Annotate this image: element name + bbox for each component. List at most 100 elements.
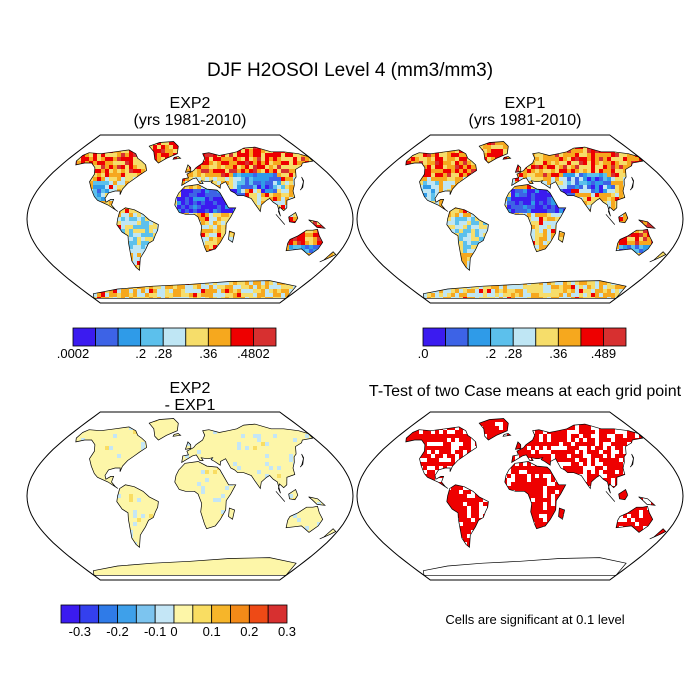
panel-title-exp1: EXP1 (yrs 1981-2010): [355, 95, 695, 129]
coastline: [514, 164, 522, 173]
coastline: [275, 214, 286, 225]
coastline: [228, 507, 236, 520]
colorbar-swatch: [253, 327, 277, 347]
colorbar-tick-label: .28: [504, 346, 523, 361]
colorbar-tick-label: .36: [549, 346, 568, 361]
colorbar-swatch: [490, 327, 514, 347]
panel-title-line1: EXP2: [169, 95, 211, 112]
coastline: [184, 441, 192, 450]
coastline: [228, 230, 236, 243]
colorbar-swatch: [192, 604, 213, 624]
coastline: [649, 251, 667, 263]
colorbar-swatch: [445, 327, 469, 347]
panel-title-exp2: EXP2 (yrs 1981-2010): [25, 95, 355, 129]
colorbar-exp2: [72, 327, 277, 347]
coastline: [92, 557, 297, 576]
coastline: [288, 211, 299, 224]
map-border: [356, 411, 684, 581]
colorbar-swatch: [211, 604, 231, 624]
colorbar-swatch: [207, 327, 232, 347]
colorbar-tick-label: 0.2: [240, 624, 259, 639]
coastline: [638, 496, 656, 506]
coastline: [649, 528, 667, 540]
map-exp1: [356, 134, 684, 304]
colorbar-swatch: [98, 604, 118, 624]
coastline: [174, 461, 237, 530]
coastline: [116, 207, 159, 272]
coastline: [308, 219, 326, 229]
coastline: [288, 488, 299, 501]
colorbar-tick-label: .4802: [237, 346, 270, 361]
colorbar-tick-label: 0.3: [277, 624, 297, 639]
coastline: [618, 211, 629, 224]
coastline: [638, 219, 656, 229]
coastline: [75, 149, 147, 212]
coastline: [558, 230, 566, 243]
colorbar-exp1: [422, 327, 627, 347]
coastline: [605, 491, 616, 502]
panel-title-diff: EXP2 - EXP1: [25, 380, 355, 414]
coastline: [319, 251, 337, 263]
coastline: [629, 176, 634, 191]
colorbar-swatch: [135, 604, 156, 624]
coastline: [405, 426, 477, 489]
coastline: [75, 426, 147, 489]
coastline: [308, 496, 326, 506]
panel-title-ttest: T-Test of two Case means at each grid po…: [368, 383, 682, 400]
coastline: [92, 280, 297, 299]
colorbar-tick-label: 0.1: [202, 624, 221, 639]
coastline: [319, 528, 337, 540]
coastline: [422, 557, 627, 576]
coastline: [605, 214, 616, 225]
map-exp2: [26, 134, 354, 304]
colorbar-tick-label: .28: [154, 346, 173, 361]
map-border: [356, 134, 684, 304]
coastline: [615, 505, 654, 533]
coastline: [504, 184, 567, 253]
panel-title-line2: (yrs 1981-2010): [468, 112, 582, 129]
colorbar-tick-label: .489: [590, 346, 617, 361]
colorbar-swatch: [535, 327, 559, 347]
coastline: [148, 418, 179, 441]
panel-title-line2: (yrs 1981-2010): [133, 112, 247, 129]
coastline: [285, 228, 324, 256]
coastline: [184, 164, 192, 173]
coastline: [446, 207, 489, 272]
colorbar-swatch: [230, 327, 254, 347]
coastline: [502, 156, 512, 160]
coastline: [511, 146, 644, 217]
colorbar-swatch: [580, 327, 604, 347]
colorbar-swatch: [248, 604, 269, 624]
coastline: [299, 453, 304, 468]
coastline: [299, 176, 304, 191]
colorbar-swatch: [603, 327, 627, 347]
map-border: [26, 411, 354, 581]
colorbar-tick-label: .0: [417, 346, 429, 361]
map-border: [26, 134, 354, 304]
colorbar-difference: [60, 604, 288, 624]
colorbar-exp2-labels: .0002 .2 .28 .36 .4802: [57, 346, 276, 362]
coastline: [511, 423, 644, 494]
coastline: [502, 433, 512, 437]
colorbar-tick-label: .36: [199, 346, 218, 361]
significance-note: Cells are significant at 0.1 level: [445, 612, 625, 627]
panel-title-line1: EXP1: [504, 95, 546, 112]
colorbar-tick-label: -0.2: [106, 624, 129, 639]
coastline: [172, 156, 182, 160]
colorbar-tick-label: -0.1: [143, 624, 167, 639]
coastline: [181, 423, 314, 494]
colorbar-swatch: [60, 604, 81, 624]
coastline: [422, 280, 627, 299]
coastline: [615, 228, 654, 256]
map-ttest: [356, 411, 684, 581]
colorbar-swatch: [230, 604, 250, 624]
colorbar-swatch: [422, 327, 446, 347]
colorbar-swatch: [467, 327, 492, 347]
coastline: [285, 505, 324, 533]
colorbar-tick-label: -0.3: [68, 624, 92, 639]
colorbar-swatch: [154, 604, 175, 624]
map-difference: [26, 411, 354, 581]
colorbar-swatch: [72, 327, 96, 347]
panel-title-line1: EXP2: [169, 380, 211, 397]
panel-title-line2: - EXP1: [164, 397, 216, 414]
